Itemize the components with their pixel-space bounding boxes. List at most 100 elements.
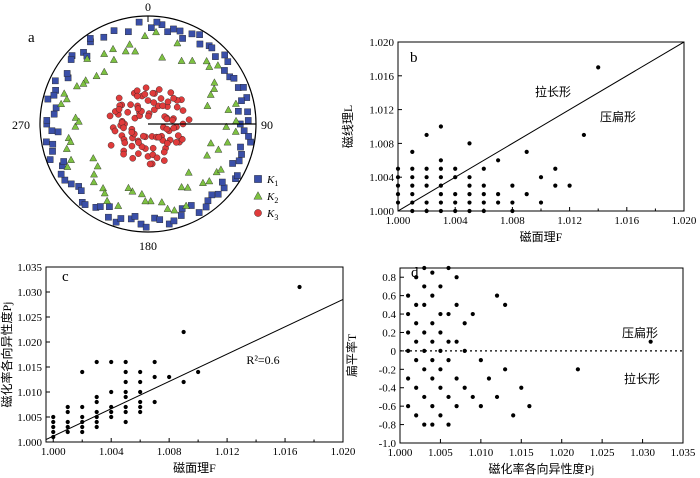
data-point	[414, 385, 419, 390]
data-point	[123, 394, 128, 400]
x-tick-label: 1.000	[388, 447, 413, 459]
x-tick-label: 1.015	[509, 447, 534, 459]
data-point	[438, 413, 443, 418]
data-point	[494, 293, 500, 298]
y-tick-label: 1.012	[369, 105, 394, 117]
panel-d: d 1.000 1.005 1.010 1.015 1.020 1.025 1.030 1.0…	[344, 265, 696, 476]
y-tick-label: -0.8	[379, 420, 397, 432]
data-point	[519, 385, 524, 390]
data-point	[503, 302, 508, 307]
k3-point	[145, 112, 152, 120]
k3-point	[141, 90, 149, 98]
k1-point	[202, 203, 210, 211]
k3-point	[142, 84, 150, 92]
data-point	[524, 192, 529, 197]
k1-point	[219, 178, 226, 186]
data-point	[80, 419, 85, 425]
k3-point	[163, 125, 171, 133]
data-point	[94, 399, 99, 405]
x-tick-label: 1.020	[672, 215, 697, 227]
k2-point	[125, 40, 134, 48]
data-point	[453, 192, 458, 197]
k3-point	[174, 132, 182, 139]
k1-point	[105, 213, 112, 221]
reference-line	[398, 42, 684, 211]
k1-point	[164, 28, 171, 36]
k1-point	[208, 191, 216, 199]
data-point	[438, 175, 443, 180]
y-axis-label: 扁平率T	[344, 333, 359, 377]
k2-point	[71, 122, 80, 130]
legend-marker-k1	[254, 175, 262, 183]
k2-point	[92, 71, 101, 79]
k3-point	[167, 89, 175, 96]
data-point	[527, 404, 532, 409]
legend-marker-k3	[254, 209, 262, 217]
k3-point	[151, 106, 158, 113]
k1-point	[244, 117, 252, 124]
k1-point	[179, 35, 186, 42]
data-point	[405, 404, 411, 409]
k2-point	[141, 31, 149, 39]
k1-point	[156, 216, 164, 223]
x-tick-label: 1.010	[468, 447, 493, 459]
data-point	[414, 275, 419, 280]
k1-point	[208, 44, 216, 52]
k3-point	[120, 124, 127, 132]
panel-b: b 1.000 1.004 1.008 1.012 1.016 1.0201.0001.0…	[340, 37, 697, 244]
data-point	[470, 394, 475, 400]
k2-point	[170, 206, 179, 214]
plot-b: 1.000 1.004 1.008 1.012 1.016 1.020 1.000 1.004…	[340, 37, 697, 244]
legend-label-k3: K3	[266, 208, 278, 222]
data-point	[138, 389, 143, 395]
r-squared-label: R²=0.6	[246, 353, 279, 367]
data-point	[454, 275, 459, 280]
x-tick-label: 1.030	[630, 447, 655, 459]
data-point	[405, 376, 411, 381]
data-point	[453, 166, 458, 171]
k1-point	[221, 67, 228, 74]
k1-point	[49, 148, 56, 155]
x-tick-label: 1.025	[590, 447, 615, 459]
y-tick-label: 1.008	[369, 138, 394, 150]
data-point	[575, 367, 580, 372]
k3-point	[121, 139, 129, 147]
data-point	[467, 183, 472, 188]
data-point	[467, 141, 472, 146]
data-point	[80, 369, 85, 375]
panel-c: c 1.000 1.004 1.008 1.012 1.016 1.0201.0001.0…	[0, 262, 356, 475]
data-point	[65, 404, 70, 410]
k2-point	[222, 122, 231, 130]
k3-point	[157, 95, 165, 102]
k1-point	[204, 197, 212, 205]
k2-point	[93, 162, 102, 170]
k1-point	[131, 213, 139, 220]
y-tick-label: 0.8	[382, 272, 396, 284]
k2-point	[62, 144, 71, 152]
k1-point	[135, 18, 143, 26]
panel-label-d: d	[411, 265, 419, 281]
k2-point	[223, 138, 232, 146]
k2-point	[109, 44, 117, 53]
plot-frame	[399, 267, 684, 444]
k2-point	[83, 54, 92, 62]
x-tick-label: 1.016	[614, 215, 639, 227]
y-tick-label: 1.010	[17, 387, 42, 399]
plot-c: 1.000 1.004 1.008 1.012 1.016 1.020 1.000 1.005…	[0, 262, 356, 475]
data-point	[410, 166, 415, 171]
k3-point	[172, 139, 180, 146]
k3-point	[179, 107, 187, 114]
k3-point	[129, 154, 137, 162]
k2-point	[199, 178, 207, 186]
x-tick-label: 1.020	[331, 446, 356, 458]
west-label: 270	[12, 118, 30, 132]
k3-point	[185, 116, 193, 123]
k3-point	[111, 127, 119, 135]
k1-point	[43, 117, 51, 124]
k1-point	[97, 203, 104, 210]
flattened-region-label: 压扁形	[622, 326, 658, 340]
k1-point	[148, 24, 155, 32]
data-point	[467, 200, 472, 205]
x-tick-label: 1.035	[671, 447, 696, 459]
k3-point	[124, 108, 131, 116]
